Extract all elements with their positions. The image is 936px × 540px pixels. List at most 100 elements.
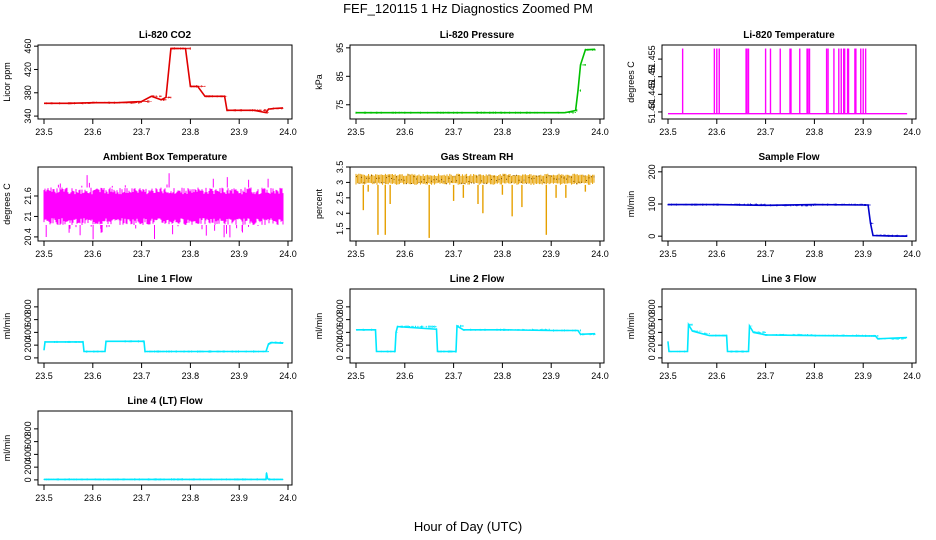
x-tick-label: 24.0: [903, 127, 921, 137]
y-tick-label: 2: [335, 211, 345, 216]
x-tick-label: 23.7: [757, 127, 775, 137]
y-axis-label: ml/min: [626, 191, 636, 218]
plot-frame: [349, 166, 605, 242]
x-tick-label: 23.7: [445, 127, 463, 137]
x-tick-label: 23.5: [35, 493, 53, 503]
x-tick-label: 23.9: [542, 249, 560, 259]
x-tick-label: 23.8: [182, 493, 200, 503]
y-tick-label: 380: [23, 85, 33, 100]
y-tick-label: 200: [335, 338, 345, 353]
y-axis-label: degrees C: [2, 183, 12, 225]
y-tick-label: 200: [23, 338, 33, 353]
y-tick-label: 400: [335, 325, 345, 340]
x-tick-label: 23.9: [230, 127, 248, 137]
x-tick-label: 23.5: [35, 127, 53, 137]
panel-title: Li-820 Pressure: [440, 30, 515, 41]
x-tick-label: 23.7: [133, 249, 151, 259]
y-tick-label: 800: [23, 421, 33, 436]
x-tick-label: 23.7: [445, 249, 463, 259]
x-tick-label: 23.6: [396, 127, 414, 137]
x-tick-label: 23.8: [494, 371, 512, 381]
y-axis-label: percent: [314, 188, 324, 219]
y-tick-label: 51.45: [647, 65, 657, 88]
x-tick-label: 23.7: [133, 127, 151, 137]
panel-title: Sample Flow: [758, 152, 819, 163]
figure-title: FEF_120115 1 Hz Diagnostics Zoomed PM: [343, 1, 593, 16]
y-tick-label: 85: [335, 71, 345, 81]
plot-frame: [37, 166, 293, 242]
plot-frame: [37, 288, 293, 364]
x-tick-label: 23.8: [182, 249, 200, 259]
x-tick-label: 23.5: [347, 249, 365, 259]
x-tick-label: 24.0: [279, 249, 297, 259]
data-series-points: [356, 174, 595, 185]
y-axis-label: kPa: [314, 74, 324, 90]
y-tick-label: 0: [647, 234, 657, 239]
x-tick-label: 23.8: [806, 249, 824, 259]
x-tick-label: 23.6: [84, 249, 102, 259]
data-series-line: [668, 203, 908, 237]
y-tick-label: 600: [335, 312, 345, 327]
x-tick-label: 23.6: [396, 249, 414, 259]
x-tick-label: 23.8: [806, 371, 824, 381]
y-tick-label: 800: [647, 299, 657, 314]
x-tick-label: 23.5: [347, 127, 365, 137]
x-tick-label: 23.5: [659, 249, 677, 259]
x-tick-label: 24.0: [591, 249, 609, 259]
panel-title: Line 4 (LT) Flow: [127, 396, 203, 407]
y-axis-label: ml/min: [314, 313, 324, 340]
y-tick-label: 200: [23, 460, 33, 475]
x-tick-label: 23.8: [182, 127, 200, 137]
x-tick-label: 23.9: [854, 249, 872, 259]
y-tick-label: 0: [23, 355, 33, 360]
y-axis-label: degrees C: [626, 61, 636, 103]
data-series-line: [44, 472, 284, 481]
chart-panel: Line 2 Flow 23.5 23.6 23.7 23.8 23.9 24.0 0 2004…: [314, 274, 609, 381]
chart-panel: Li-820 Temperature 23.5 23.6 23.7 23.8 23.9 24…: [626, 30, 921, 137]
y-tick-label: 340: [23, 109, 33, 124]
y-tick-label: 0: [23, 477, 33, 482]
x-tick-label: 24.0: [903, 249, 921, 259]
y-tick-label: 400: [647, 325, 657, 340]
y-tick-label: 3: [335, 180, 345, 185]
x-tick-label: 24.0: [279, 127, 297, 137]
y-tick-label: 51.44: [647, 101, 657, 124]
data-series-line: [43, 340, 284, 353]
x-tick-label: 23.6: [84, 493, 102, 503]
chart-panel: Li-820 Pressure 23.5 23.6 23.7 23.8 23.9 24.0 7…: [314, 30, 609, 137]
y-tick-label: 200: [647, 338, 657, 353]
plot-frame: [37, 410, 293, 486]
y-axis-label: ml/min: [2, 435, 12, 462]
chart-panel: Line 4 (LT) Flow 23.5 23.6 23.7 23.8 23.9 24.0…: [2, 396, 297, 503]
x-tick-label: 23.9: [542, 127, 560, 137]
x-tick-label: 23.8: [806, 127, 824, 137]
plot-frame: [661, 44, 917, 120]
chart-panel: Li-820 CO2 23.5 23.6 23.7 23.8 23.9 24.0 340 380…: [2, 30, 297, 137]
x-tick-label: 23.8: [494, 249, 512, 259]
y-tick-label: 420: [23, 62, 33, 77]
data-series-noise: [355, 48, 596, 114]
x-tick-label: 23.7: [757, 371, 775, 381]
panel-title: Gas Stream RH: [441, 152, 514, 163]
chart-panel: Line 3 Flow 23.5 23.6 23.7 23.8 23.9 24.0 0 2004…: [626, 274, 921, 381]
x-tick-label: 24.0: [903, 371, 921, 381]
y-axis-label: Licor ppm: [2, 62, 12, 102]
x-tick-label: 23.7: [445, 371, 463, 381]
panel-title: Line 3 Flow: [762, 274, 817, 285]
x-tick-label: 23.5: [35, 249, 53, 259]
x-tick-label: 23.7: [757, 249, 775, 259]
x-tick-label: 23.6: [708, 127, 726, 137]
data-series-noise: [667, 203, 908, 237]
data-series-noise: [43, 340, 284, 353]
y-tick-label: 400: [23, 447, 33, 462]
x-tick-label: 24.0: [591, 371, 609, 381]
x-tick-label: 23.7: [133, 371, 151, 381]
y-axis-label: ml/min: [626, 313, 636, 340]
plot-frame: [661, 288, 917, 364]
plot-frame: [349, 44, 605, 120]
y-axis-label: ml/min: [2, 313, 12, 340]
x-tick-label: 23.5: [347, 371, 365, 381]
y-tick-label: 21: [23, 211, 33, 221]
